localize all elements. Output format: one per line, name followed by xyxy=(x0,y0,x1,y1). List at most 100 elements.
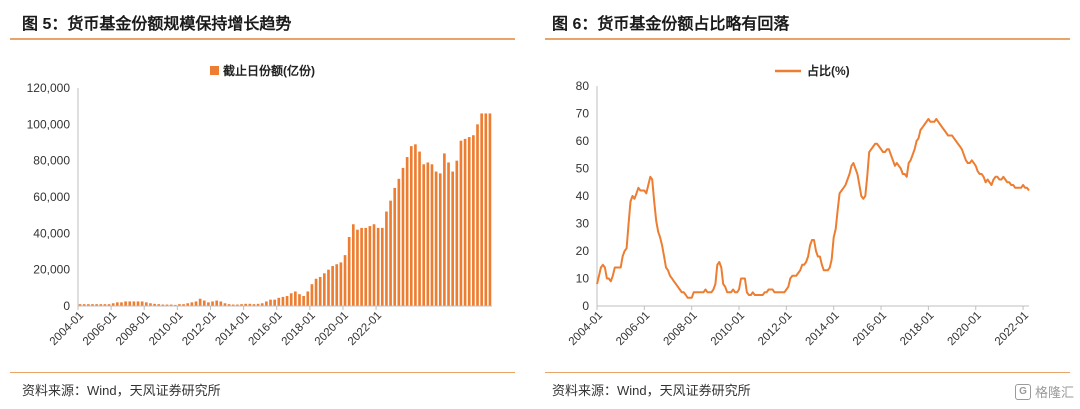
r-y-tick-label: 80 xyxy=(576,79,590,93)
bar xyxy=(277,297,281,306)
l-x-tick-label: 2022-01 xyxy=(346,310,384,348)
bar xyxy=(443,153,446,306)
r-x-tick-label: 2020-01 xyxy=(946,310,984,348)
bar xyxy=(476,124,479,306)
bar xyxy=(310,284,314,306)
l-y-tick-label: 0 xyxy=(63,299,70,313)
bar xyxy=(339,262,343,306)
bar xyxy=(484,113,488,306)
bar xyxy=(459,140,463,306)
bar xyxy=(380,227,384,306)
left-chart: 截止日份额(亿份) 0 20,000 40,000 60,000 80,000 100,0… xyxy=(27,63,492,348)
bar xyxy=(144,302,148,306)
bar xyxy=(149,303,152,306)
bar xyxy=(314,278,318,306)
r-x-tick-label: 2008-01 xyxy=(661,310,699,348)
bar xyxy=(331,266,334,306)
bar xyxy=(397,178,401,306)
l-x-tick-label: 2020-01 xyxy=(313,310,351,348)
bar xyxy=(327,269,330,306)
r-y-tick-label: 40 xyxy=(576,189,590,203)
bar xyxy=(430,164,434,306)
bar xyxy=(91,304,94,306)
right-legend-label: 占比(%) xyxy=(807,63,850,78)
bar xyxy=(128,301,132,306)
left-legend-swatch xyxy=(210,66,219,75)
bar xyxy=(488,113,492,306)
bar xyxy=(351,224,355,306)
bar xyxy=(356,229,359,306)
bar xyxy=(178,304,181,306)
right-title-rule xyxy=(545,38,1070,40)
bar xyxy=(223,303,227,306)
bar xyxy=(190,302,194,306)
left-title-rule xyxy=(10,38,515,40)
bar xyxy=(103,304,107,306)
bar xyxy=(182,304,185,306)
left-x-axis: 2004-012006-012008-012010-012012-012014-… xyxy=(48,305,492,348)
l-y-tick-label: 120,000 xyxy=(27,81,71,95)
left-legend-label: 截止日份额(亿份) xyxy=(223,63,315,78)
l-y-tick-label: 100,000 xyxy=(27,117,71,131)
bar xyxy=(451,171,454,306)
bar xyxy=(198,298,202,306)
right-chart-legend: 占比(%) xyxy=(775,63,850,78)
watermark: G 格隆汇 xyxy=(1014,382,1074,401)
left-source: 资料来源：Wind，天风证券研究所 xyxy=(22,383,221,398)
bar xyxy=(372,224,376,306)
bar xyxy=(211,301,214,306)
l-x-tick-label: 2010-01 xyxy=(147,310,185,348)
bar xyxy=(215,300,219,306)
bar xyxy=(157,304,161,306)
bar xyxy=(422,164,426,306)
bar xyxy=(364,227,368,306)
bar xyxy=(244,303,247,306)
right-x-axis: 2004-01 2006-01 2008-01 2010-01 2012-01 2014-… xyxy=(567,305,1031,348)
bar xyxy=(116,302,119,306)
bar xyxy=(447,162,450,306)
r-y-tick-label: 60 xyxy=(576,134,590,148)
bar xyxy=(480,113,483,306)
bar xyxy=(269,299,272,306)
bar xyxy=(231,304,235,306)
bar xyxy=(82,304,86,306)
bar xyxy=(302,296,305,306)
bar xyxy=(194,301,198,306)
left-title: 图 5：货币基金份额规模保持增长趋势 xyxy=(22,16,292,33)
bar xyxy=(161,304,165,306)
l-x-tick-label: 2014-01 xyxy=(213,310,251,348)
l-x-tick-label: 2012-01 xyxy=(180,310,218,348)
bar xyxy=(409,146,413,306)
bar xyxy=(323,273,326,306)
right-line-series xyxy=(596,118,1030,299)
bar xyxy=(153,303,156,306)
l-x-tick-label: 2006-01 xyxy=(81,310,119,348)
l-y-tick-label: 80,000 xyxy=(33,154,70,168)
bar xyxy=(393,187,397,306)
r-y-tick-label: 0 xyxy=(582,299,589,313)
bar xyxy=(256,303,260,306)
bar xyxy=(426,162,430,306)
bar xyxy=(405,157,409,306)
r-y-tick-label: 70 xyxy=(576,107,590,121)
bar xyxy=(202,300,206,306)
r-y-tick-label: 30 xyxy=(576,217,590,231)
bar xyxy=(136,301,140,306)
bar xyxy=(236,304,239,306)
bar xyxy=(360,227,363,306)
left-chart-legend: 截止日份额(亿份) xyxy=(210,63,315,78)
bar xyxy=(248,303,252,306)
r-x-tick-label: 2006-01 xyxy=(614,310,652,348)
bar xyxy=(318,276,322,306)
bar xyxy=(99,304,103,306)
bar xyxy=(120,302,123,306)
bar xyxy=(472,135,475,306)
bar xyxy=(132,301,136,306)
bar xyxy=(207,302,210,306)
r-y-tick-label: 10 xyxy=(576,272,590,286)
bar xyxy=(87,304,90,306)
bar xyxy=(107,304,111,306)
bar xyxy=(438,173,442,306)
watermark-text: 格隆汇 xyxy=(1034,385,1074,400)
